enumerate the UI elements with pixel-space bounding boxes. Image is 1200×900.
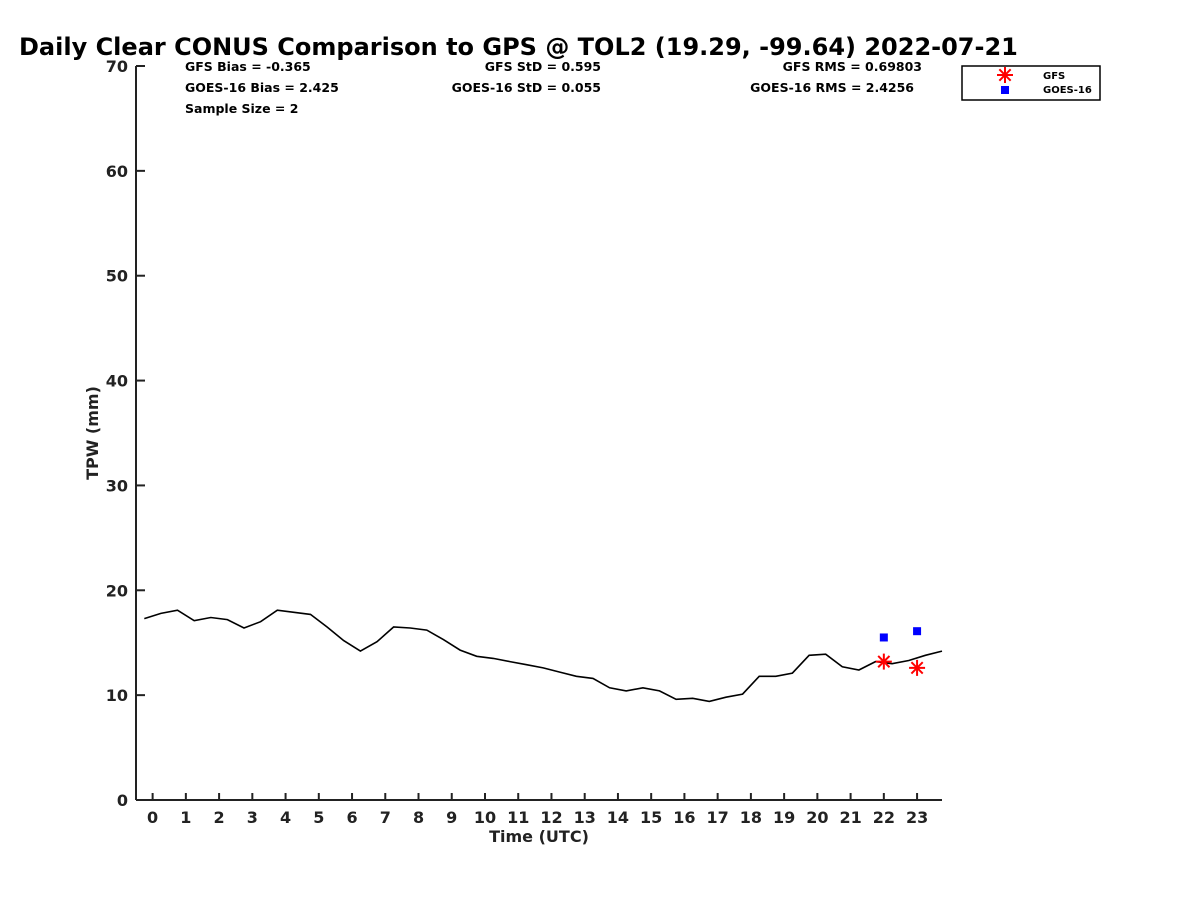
x-tick-label: 12	[540, 808, 562, 827]
x-tick-label: 13	[574, 808, 596, 827]
y-axis-label: TPW (mm)	[83, 386, 102, 480]
x-tick-label: 15	[640, 808, 662, 827]
x-tick-label: 0	[147, 808, 158, 827]
x-tick-label: 3	[247, 808, 258, 827]
x-tick-label: 18	[740, 808, 762, 827]
goes-bias-stat: GOES-16 Bias = 2.425	[185, 80, 339, 95]
x-tick-label: 17	[707, 808, 729, 827]
gfs-rms-stat: GFS RMS = 0.69803	[783, 59, 922, 74]
legend-gfs-asterisk	[997, 67, 1013, 83]
y-tick-label: 20	[106, 581, 128, 600]
x-tick-label: 6	[346, 808, 357, 827]
gfs-point	[875, 653, 892, 670]
y-tick-label: 0	[117, 791, 128, 810]
x-tick-label: 8	[413, 808, 424, 827]
gps-tpw-line	[144, 609, 943, 703]
y-tick-label: 50	[106, 267, 128, 286]
x-tick-label: 7	[380, 808, 391, 827]
x-tick-label: 10	[474, 808, 496, 827]
legend-gfs-marker	[997, 67, 1013, 83]
y-tick-label: 40	[106, 372, 128, 391]
sample-size-stat: Sample Size = 2	[185, 101, 298, 116]
goes-rms-stat: GOES-16 RMS = 2.4256	[750, 80, 914, 95]
gfs-point	[909, 659, 926, 676]
x-tick-label: 21	[839, 808, 861, 827]
goes16-point	[879, 633, 888, 642]
legend: GFS GOES-16	[961, 65, 1101, 101]
goes16-point	[913, 627, 922, 636]
goes-std-stat: GOES-16 StD = 0.055	[452, 80, 601, 95]
legend-gfs-label: GFS	[1043, 71, 1065, 82]
plot-area	[144, 609, 943, 703]
gfs-std-stat: GFS StD = 0.595	[485, 59, 601, 74]
y-tick-label: 10	[106, 686, 128, 705]
x-tick-label: 16	[673, 808, 695, 827]
x-tick-label: 22	[873, 808, 895, 827]
x-tick-label: 2	[214, 808, 225, 827]
y-tick-label: 60	[106, 162, 128, 181]
x-tick-label: 5	[313, 808, 324, 827]
legend-box	[961, 65, 1101, 101]
gfs-bias-stat: GFS Bias = -0.365	[185, 59, 311, 74]
legend-goes-marker	[1001, 86, 1009, 94]
x-axis-label: Time (UTC)	[489, 827, 589, 846]
y-tick-label: 30	[106, 476, 128, 495]
chart-title: Daily Clear CONUS Comparison to GPS @ TO…	[19, 33, 1018, 61]
legend-goes-label: GOES-16	[1043, 85, 1092, 96]
x-tick-label: 4	[280, 808, 291, 827]
x-tick-label: 23	[906, 808, 928, 827]
x-tick-label: 20	[806, 808, 828, 827]
x-tick-label: 1	[180, 808, 191, 827]
y-tick-label: 70	[106, 57, 128, 76]
x-tick-label: 19	[773, 808, 795, 827]
x-tick-label: 14	[607, 808, 629, 827]
x-tick-label: 11	[507, 808, 529, 827]
x-tick-label: 9	[446, 808, 457, 827]
